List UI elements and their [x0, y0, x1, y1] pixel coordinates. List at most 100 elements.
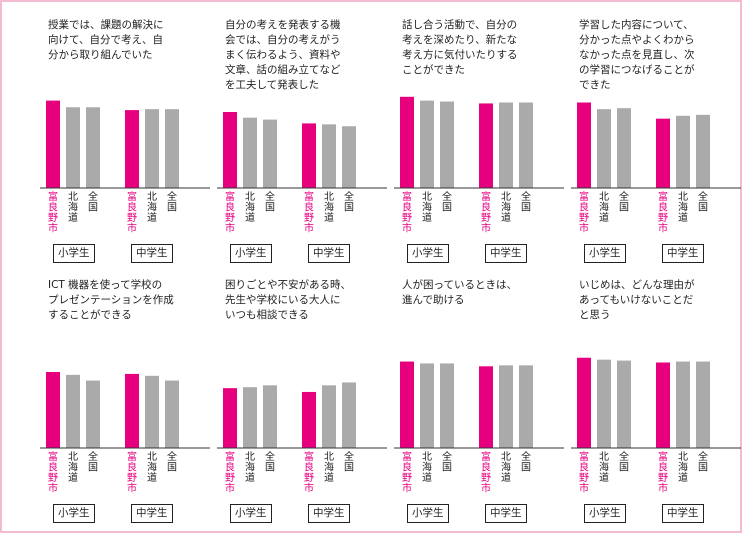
bar-junior-high-2	[165, 380, 179, 448]
category-label-char: 国	[344, 462, 354, 474]
bar-junior-high-0	[479, 103, 493, 188]
category-label-char: 良	[127, 201, 137, 214]
category-label-char: 全	[344, 190, 354, 203]
category-label-char: 良	[402, 201, 412, 214]
category-label-char: 富	[225, 450, 235, 463]
category-label-char: 海	[245, 201, 255, 214]
category-label-char: 北	[245, 451, 255, 463]
category-label-char: 全	[442, 450, 452, 463]
category-label-char: 富	[304, 190, 314, 203]
category-label-char: 良	[481, 201, 491, 214]
category-label-char: 全	[265, 190, 275, 203]
category-label-char: 市	[402, 222, 412, 235]
category-label-char: 海	[599, 201, 609, 214]
bar-elementary-2	[263, 119, 277, 188]
category-label-char: 市	[225, 222, 235, 235]
category-label-char: 道	[245, 211, 255, 224]
group-label-junior-high: 中学生	[662, 244, 704, 263]
category-label-char: 国	[619, 202, 629, 214]
category-label-char: 道	[422, 211, 432, 224]
chart-panel-3: 話し合う活動で、自分の 考えを深めたり、新たな 考え方に気付いたりする ことがで…	[394, 8, 572, 268]
category-label-char: 全	[344, 450, 354, 463]
bar-junior-high-1	[145, 109, 159, 188]
group-label-elementary: 小学生	[584, 504, 626, 523]
category-label-char: 北	[147, 191, 157, 203]
category-label-char: 国	[442, 202, 452, 214]
category-label-char: 市	[127, 482, 137, 495]
category-label-char: 全	[521, 190, 531, 203]
chart-title: いじめは、どんな理由が あってもいけないことだ と思う	[579, 279, 695, 321]
category-label-char: 野	[48, 212, 58, 224]
category-label-char: 野	[579, 212, 589, 224]
category-label-char: 海	[147, 461, 157, 474]
category-label-char: 海	[501, 461, 511, 474]
category-label-char: 市	[658, 482, 668, 495]
category-label-char: 国	[698, 202, 708, 214]
chart-title: 学習した内容について、 分かった点やよくわから なかった点を見直し、次 の学習に…	[579, 19, 695, 91]
category-label-char: 北	[501, 191, 511, 203]
bar-junior-high-1	[499, 365, 513, 448]
category-label-char: 野	[402, 472, 412, 484]
bar-elementary-2	[86, 380, 100, 448]
category-label-char: 国	[167, 202, 177, 214]
bar-elementary-0	[577, 102, 591, 188]
category-label-char: 国	[88, 202, 98, 214]
bar-elementary-0	[46, 100, 60, 188]
category-label-char: 道	[147, 471, 157, 484]
chart-panel-5: ICT 機器を使って学校の プレゼンテーションを作成 することができる 富良野市…	[40, 268, 218, 528]
category-label-char: 富	[225, 190, 235, 203]
category-label-char: 富	[127, 190, 137, 203]
group-label-elementary: 小学生	[407, 244, 449, 263]
chart-title: 人が困っているときは、 進んで助ける	[402, 279, 517, 306]
category-label-char: 全	[521, 450, 531, 463]
category-label-char: 国	[521, 202, 531, 214]
chart-panel-8: いじめは、どんな理由が あってもいけないことだ と思う 富良野市北海道全国富良野…	[571, 268, 742, 528]
category-label-char: 北	[422, 191, 432, 203]
bar-junior-high-2	[696, 361, 710, 448]
category-label-char: 道	[599, 471, 609, 484]
chart-title: 自分の考えを発表する機 会では、自分の考えがう まく伝わるよう、資料や 文章、話…	[225, 19, 341, 91]
chart-title: 困りごとや不安がある時、 先生や学校にいる大人に いつも相談できる	[225, 279, 351, 321]
chart-title: 話し合う活動で、自分の 考えを深めたり、新たな 考え方に気付いたりする ことがで…	[402, 19, 518, 76]
category-label-char: 道	[324, 211, 334, 224]
category-label-char: 良	[225, 461, 235, 474]
bar-elementary-2	[617, 360, 631, 448]
category-label-char: 道	[245, 471, 255, 484]
bar-junior-high-1	[322, 124, 336, 188]
chart-title: ICT 機器を使って学校の プレゼンテーションを作成 することができる	[48, 279, 174, 321]
category-label-char: 海	[501, 201, 511, 214]
bar-elementary-2	[617, 108, 631, 188]
category-label-char: 市	[579, 482, 589, 495]
category-label-char: 国	[344, 202, 354, 214]
bar-elementary-2	[263, 385, 277, 448]
bar-elementary-1	[243, 117, 257, 188]
category-label-char: 海	[147, 201, 157, 214]
category-label-char: 良	[48, 461, 58, 474]
category-label-char: 全	[265, 450, 275, 463]
category-label-char: 良	[579, 201, 589, 214]
category-label-char: 北	[147, 451, 157, 463]
bar-elementary-1	[420, 363, 434, 448]
category-label-char: 国	[698, 462, 708, 474]
category-label-char: 富	[658, 450, 668, 463]
category-label-char: 富	[48, 190, 58, 203]
chart-panel-6: 困りごとや不安がある時、 先生や学校にいる大人に いつも相談できる 富良野市 北海…	[217, 268, 395, 528]
chart-panel-1: 授業では、課題の解決に 向けて、自分で考え、自 分から取り組んでいた 富良野市 北…	[40, 8, 218, 268]
category-label-char: 市	[48, 222, 58, 235]
bar-elementary-0	[46, 372, 60, 448]
bar-junior-high-0	[125, 110, 139, 188]
bar-junior-high-0	[479, 366, 493, 448]
bar-junior-high-0	[656, 118, 670, 188]
category-label-char: 海	[599, 461, 609, 474]
category-label-char: 良	[481, 461, 491, 474]
category-label-char: 国	[442, 462, 452, 474]
group-label-junior-high: 中学生	[662, 504, 704, 523]
category-label-char: 富	[402, 450, 412, 463]
category-label-char: 野	[127, 472, 137, 484]
